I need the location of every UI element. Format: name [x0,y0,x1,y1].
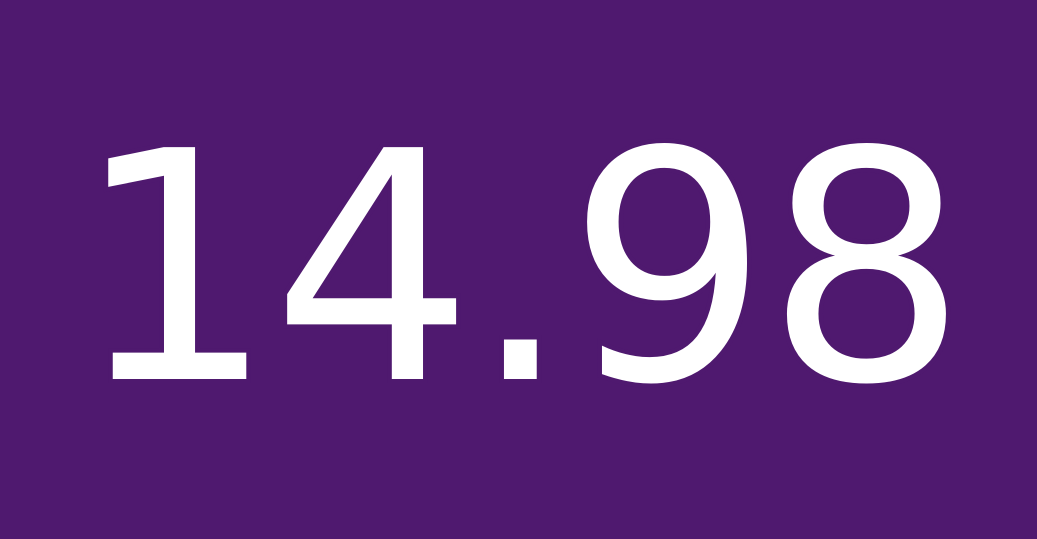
big-number-value: 14.98 [69,80,972,459]
number-tile: 14.98 [68,79,973,459]
